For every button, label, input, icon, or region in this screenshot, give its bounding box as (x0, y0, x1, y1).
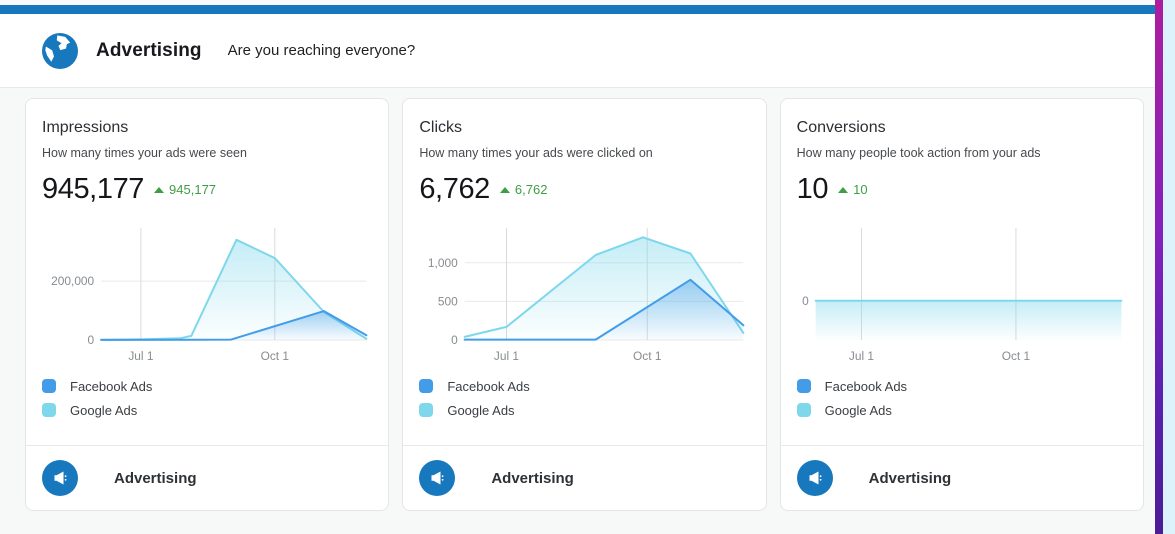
legend-label: Google Ads (447, 402, 515, 418)
svg-text:Oct 1: Oct 1 (1001, 349, 1030, 363)
legend-label: Facebook Ads (447, 378, 530, 394)
conversions-card: Conversions How many people took action … (779, 98, 1144, 511)
facebook-ads-swatch (796, 379, 811, 393)
legend-label: Facebook Ads (824, 378, 908, 394)
card-subtitle: How many times your ads were clicked on (419, 146, 653, 160)
google-ads-swatch (419, 403, 434, 417)
svg-text:Jul 1: Jul 1 (849, 349, 874, 363)
legend-item-google-ads: Google Ads (419, 398, 749, 422)
megaphone-icon (796, 460, 833, 496)
advertising-footer-link[interactable]: Advertising (26, 445, 389, 510)
card-title: Conversions (796, 119, 886, 136)
legend-item-google-ads: Google Ads (796, 398, 1127, 422)
facebook-ads-swatch (419, 379, 434, 393)
legend-label: Facebook Ads (70, 378, 153, 394)
footer-label: Advertising (491, 469, 574, 487)
metric-value: 10 (796, 173, 829, 205)
legend-item-facebook-ads: Facebook Ads (42, 374, 372, 398)
trend-up-icon (838, 186, 849, 193)
globe-icon (42, 32, 78, 69)
megaphone-icon (419, 460, 456, 496)
google-ads-swatch (42, 403, 56, 417)
advertising-footer-link[interactable]: Advertising (780, 445, 1143, 510)
legend-label: Google Ads (824, 402, 892, 418)
svg-text:0: 0 (88, 333, 95, 347)
advertising-footer-link[interactable]: Advertising (403, 445, 766, 510)
megaphone-icon (42, 460, 78, 496)
facebook-ads-swatch (42, 379, 56, 393)
metric-delta: 10 (838, 182, 868, 197)
chart-legend: Facebook Ads Google Ads (419, 374, 749, 422)
legend-item-facebook-ads: Facebook Ads (419, 374, 749, 398)
window-edge-cyan-strip (1163, 0, 1175, 534)
svg-text:0: 0 (802, 294, 809, 308)
svg-text:Oct 1: Oct 1 (633, 349, 662, 363)
metric-delta: 6,762 (499, 182, 548, 197)
svg-text:Jul 1: Jul 1 (128, 349, 153, 363)
page-subtitle: Are you reaching everyone? (227, 42, 416, 59)
footer-label: Advertising (868, 469, 952, 487)
svg-text:Oct 1: Oct 1 (261, 349, 290, 363)
metric-value: 945,177 (42, 173, 145, 205)
google-ads-swatch (796, 403, 811, 417)
top-strip (0, 0, 1155, 5)
svg-text:500: 500 (438, 294, 458, 308)
legend-item-google-ads: Google Ads (42, 398, 372, 422)
trend-up-icon (499, 186, 510, 193)
metric-value: 6,762 (419, 173, 490, 205)
card-subtitle: How many times your ads were seen (42, 146, 247, 160)
metric-delta: 945,177 (154, 182, 216, 197)
delta-value: 6,762 (514, 182, 548, 197)
chart-legend: Facebook Ads Google Ads (42, 374, 372, 422)
svg-text:200,000: 200,000 (51, 274, 94, 288)
legend-item-facebook-ads: Facebook Ads (796, 374, 1127, 398)
impressions-chart: 200,000 0 Jul 1 Oct 1 (51, 228, 368, 363)
footer-label: Advertising (114, 469, 197, 487)
page-header: Advertising Are you reaching everyone? (0, 14, 1155, 88)
legend-label: Google Ads (70, 402, 138, 418)
card-title: Clicks (419, 119, 462, 136)
delta-value: 945,177 (169, 182, 217, 197)
impressions-card: Impressions How many times your ads were… (25, 98, 390, 511)
card-subtitle: How many people took action from your ad… (796, 146, 1041, 160)
clicks-card: Clicks How many times your ads were clic… (402, 98, 767, 511)
page-title: Advertising (96, 39, 202, 61)
delta-value: 10 (853, 182, 868, 197)
svg-text:0: 0 (451, 333, 458, 347)
trend-up-icon (154, 186, 165, 193)
card-title: Impressions (42, 119, 129, 136)
window-edge-purple-strip (1155, 0, 1163, 534)
chart-legend: Facebook Ads Google Ads (796, 374, 1127, 422)
svg-text:Jul 1: Jul 1 (494, 349, 519, 363)
clicks-chart: 1,000 500 0 Jul 1 Oct 1 (428, 228, 745, 363)
conversions-chart: 0 Jul 1 Oct 1 (802, 228, 1123, 363)
accent-top-bar (0, 5, 1155, 14)
cards-row: Impressions How many times your ads were… (0, 88, 1155, 534)
svg-text:1,000: 1,000 (428, 256, 458, 270)
